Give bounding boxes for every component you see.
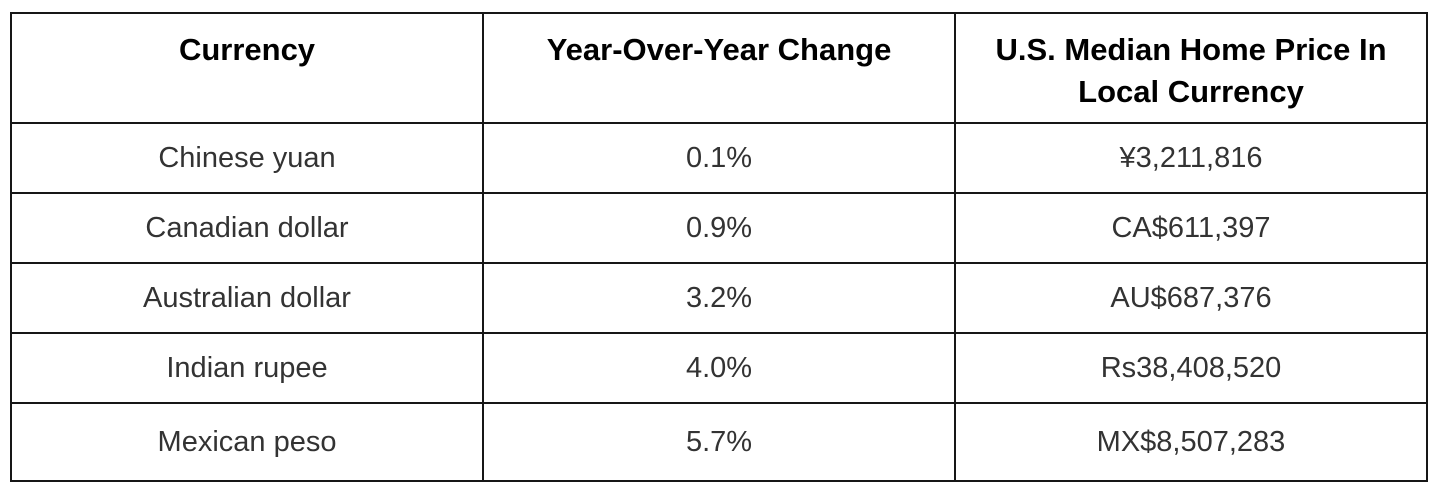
cell-currency: Indian rupee bbox=[10, 332, 484, 404]
cell-price-local: ¥3,211,816 bbox=[954, 122, 1428, 194]
cell-currency: Canadian dollar bbox=[10, 192, 484, 264]
cell-yoy-change: 3.2% bbox=[482, 262, 956, 334]
cell-price-local: MX$8,507,283 bbox=[954, 402, 1428, 482]
cell-yoy-change: 5.7% bbox=[482, 402, 956, 482]
table-row: Indian rupee 4.0% Rs38,408,520 bbox=[10, 332, 1428, 404]
table-row: Australian dollar 3.2% AU$687,376 bbox=[10, 262, 1428, 334]
cell-yoy-change: 4.0% bbox=[482, 332, 956, 404]
cell-price-local: Rs38,408,520 bbox=[954, 332, 1428, 404]
col-header-price-local: U.S. Median Home Price In Local Currency bbox=[954, 12, 1428, 124]
cell-price-local: AU$687,376 bbox=[954, 262, 1428, 334]
table-row: Chinese yuan 0.1% ¥3,211,816 bbox=[10, 122, 1428, 194]
table-row: Mexican peso 5.7% MX$8,507,283 bbox=[10, 402, 1428, 482]
cell-price-local: CA$611,397 bbox=[954, 192, 1428, 264]
cell-yoy-change: 0.1% bbox=[482, 122, 956, 194]
header-row: Currency Year-Over-Year Change U.S. Medi… bbox=[10, 12, 1428, 124]
currency-table: Currency Year-Over-Year Change U.S. Medi… bbox=[10, 12, 1428, 482]
table-row: Canadian dollar 0.9% CA$611,397 bbox=[10, 192, 1428, 264]
cell-currency: Mexican peso bbox=[10, 402, 484, 482]
col-header-yoy-change: Year-Over-Year Change bbox=[482, 12, 956, 124]
cell-yoy-change: 0.9% bbox=[482, 192, 956, 264]
cell-currency: Australian dollar bbox=[10, 262, 484, 334]
col-header-currency: Currency bbox=[10, 12, 484, 124]
cell-currency: Chinese yuan bbox=[10, 122, 484, 194]
